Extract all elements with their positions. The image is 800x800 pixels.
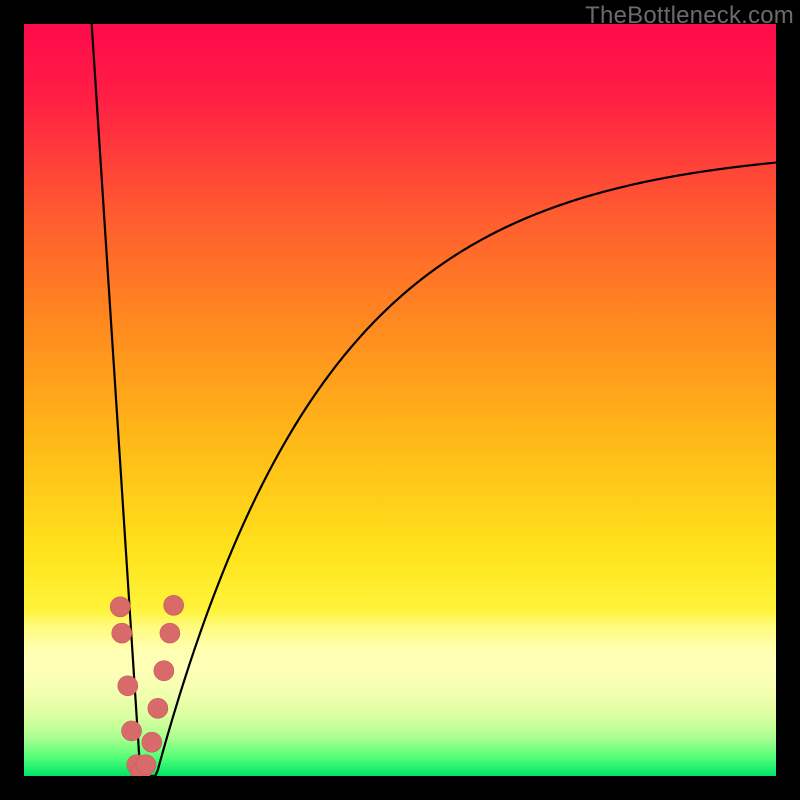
data-point bbox=[112, 623, 132, 643]
plot-background bbox=[24, 24, 776, 776]
data-point bbox=[160, 623, 180, 643]
data-point bbox=[148, 698, 168, 718]
data-point bbox=[136, 755, 156, 775]
data-point bbox=[110, 597, 130, 617]
bottleneck-chart: TheBottleneck.com bbox=[0, 0, 800, 800]
data-point bbox=[142, 732, 162, 752]
data-point bbox=[118, 676, 138, 696]
data-point bbox=[154, 661, 174, 681]
data-point bbox=[122, 721, 142, 741]
chart-svg bbox=[0, 0, 800, 800]
data-point bbox=[164, 595, 184, 615]
